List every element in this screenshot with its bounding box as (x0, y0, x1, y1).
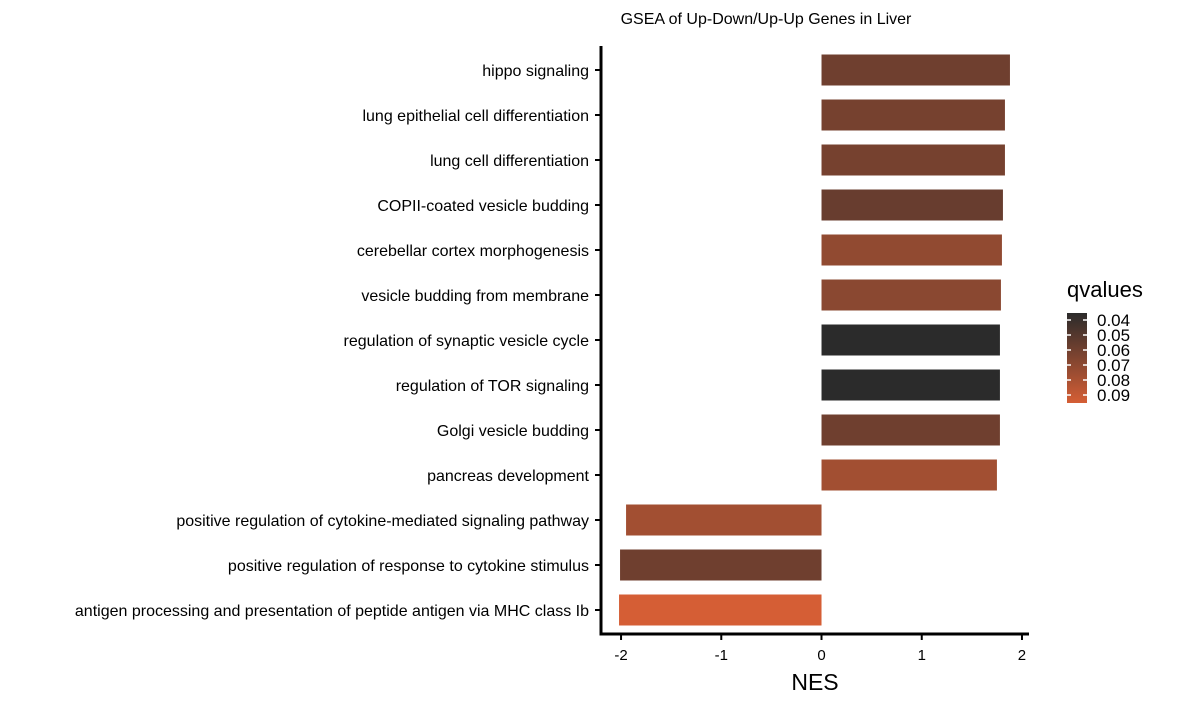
legend: qvalues 0.040.050.060.070.080.09 (1067, 277, 1143, 405)
bars-group (619, 54, 1010, 626)
x-axis-title: NES (791, 669, 838, 695)
bar (821, 144, 1005, 176)
legend-label: 0.08 (1097, 371, 1130, 390)
bar (821, 234, 1002, 266)
bar (626, 504, 822, 536)
category-label: regulation of TOR signaling (396, 378, 589, 395)
chart-title: GSEA of Up-Down/Up-Up Genes in Liver (621, 11, 912, 28)
x-tick-label: -1 (715, 647, 728, 664)
bar (821, 99, 1005, 131)
legend-title: qvalues (1067, 277, 1143, 302)
category-label: lung cell differentiation (430, 153, 589, 170)
bar (620, 549, 822, 581)
category-label: vesicle budding from membrane (361, 288, 589, 305)
x-tick-label: -2 (614, 647, 627, 664)
category-label: antigen processing and presentation of p… (75, 603, 589, 620)
bar (821, 279, 1001, 311)
legend-label: 0.05 (1097, 326, 1130, 345)
bar (821, 414, 1000, 446)
category-label: COPII-coated vesicle budding (377, 198, 589, 215)
y-ticks-group (595, 69, 601, 611)
bar (821, 189, 1003, 221)
legend-label: 0.04 (1097, 311, 1130, 330)
bar (821, 54, 1010, 86)
category-label: positive regulation of response to cytok… (228, 558, 589, 575)
x-tick-label: 0 (817, 647, 825, 664)
bar (619, 594, 822, 626)
category-label: regulation of synaptic vesicle cycle (344, 333, 590, 350)
legend-label: 0.09 (1097, 386, 1130, 405)
category-labels-group: hippo signaling lung epithelial cell diff… (75, 63, 590, 620)
bar (821, 459, 997, 491)
category-label: hippo signaling (482, 63, 589, 80)
legend-gradient (1067, 313, 1087, 403)
x-tick-label: 1 (918, 647, 926, 664)
legend-label: 0.06 (1097, 341, 1130, 360)
category-label: positive regulation of cytokine-mediated… (176, 513, 589, 530)
x-tick-label: 2 (1018, 647, 1026, 664)
legend-colorbar: 0.040.050.060.070.080.09 (1067, 311, 1130, 405)
x-ticks-group: -2 -1 0 1 2 (614, 634, 1026, 664)
category-label: cerebellar cortex morphogenesis (357, 243, 589, 260)
bar (821, 369, 1000, 401)
category-label: pancreas development (427, 468, 589, 485)
legend-label: 0.07 (1097, 356, 1130, 375)
category-label: lung epithelial cell differentiation (362, 108, 589, 125)
category-label: Golgi vesicle budding (437, 423, 589, 440)
bar (821, 324, 1000, 356)
